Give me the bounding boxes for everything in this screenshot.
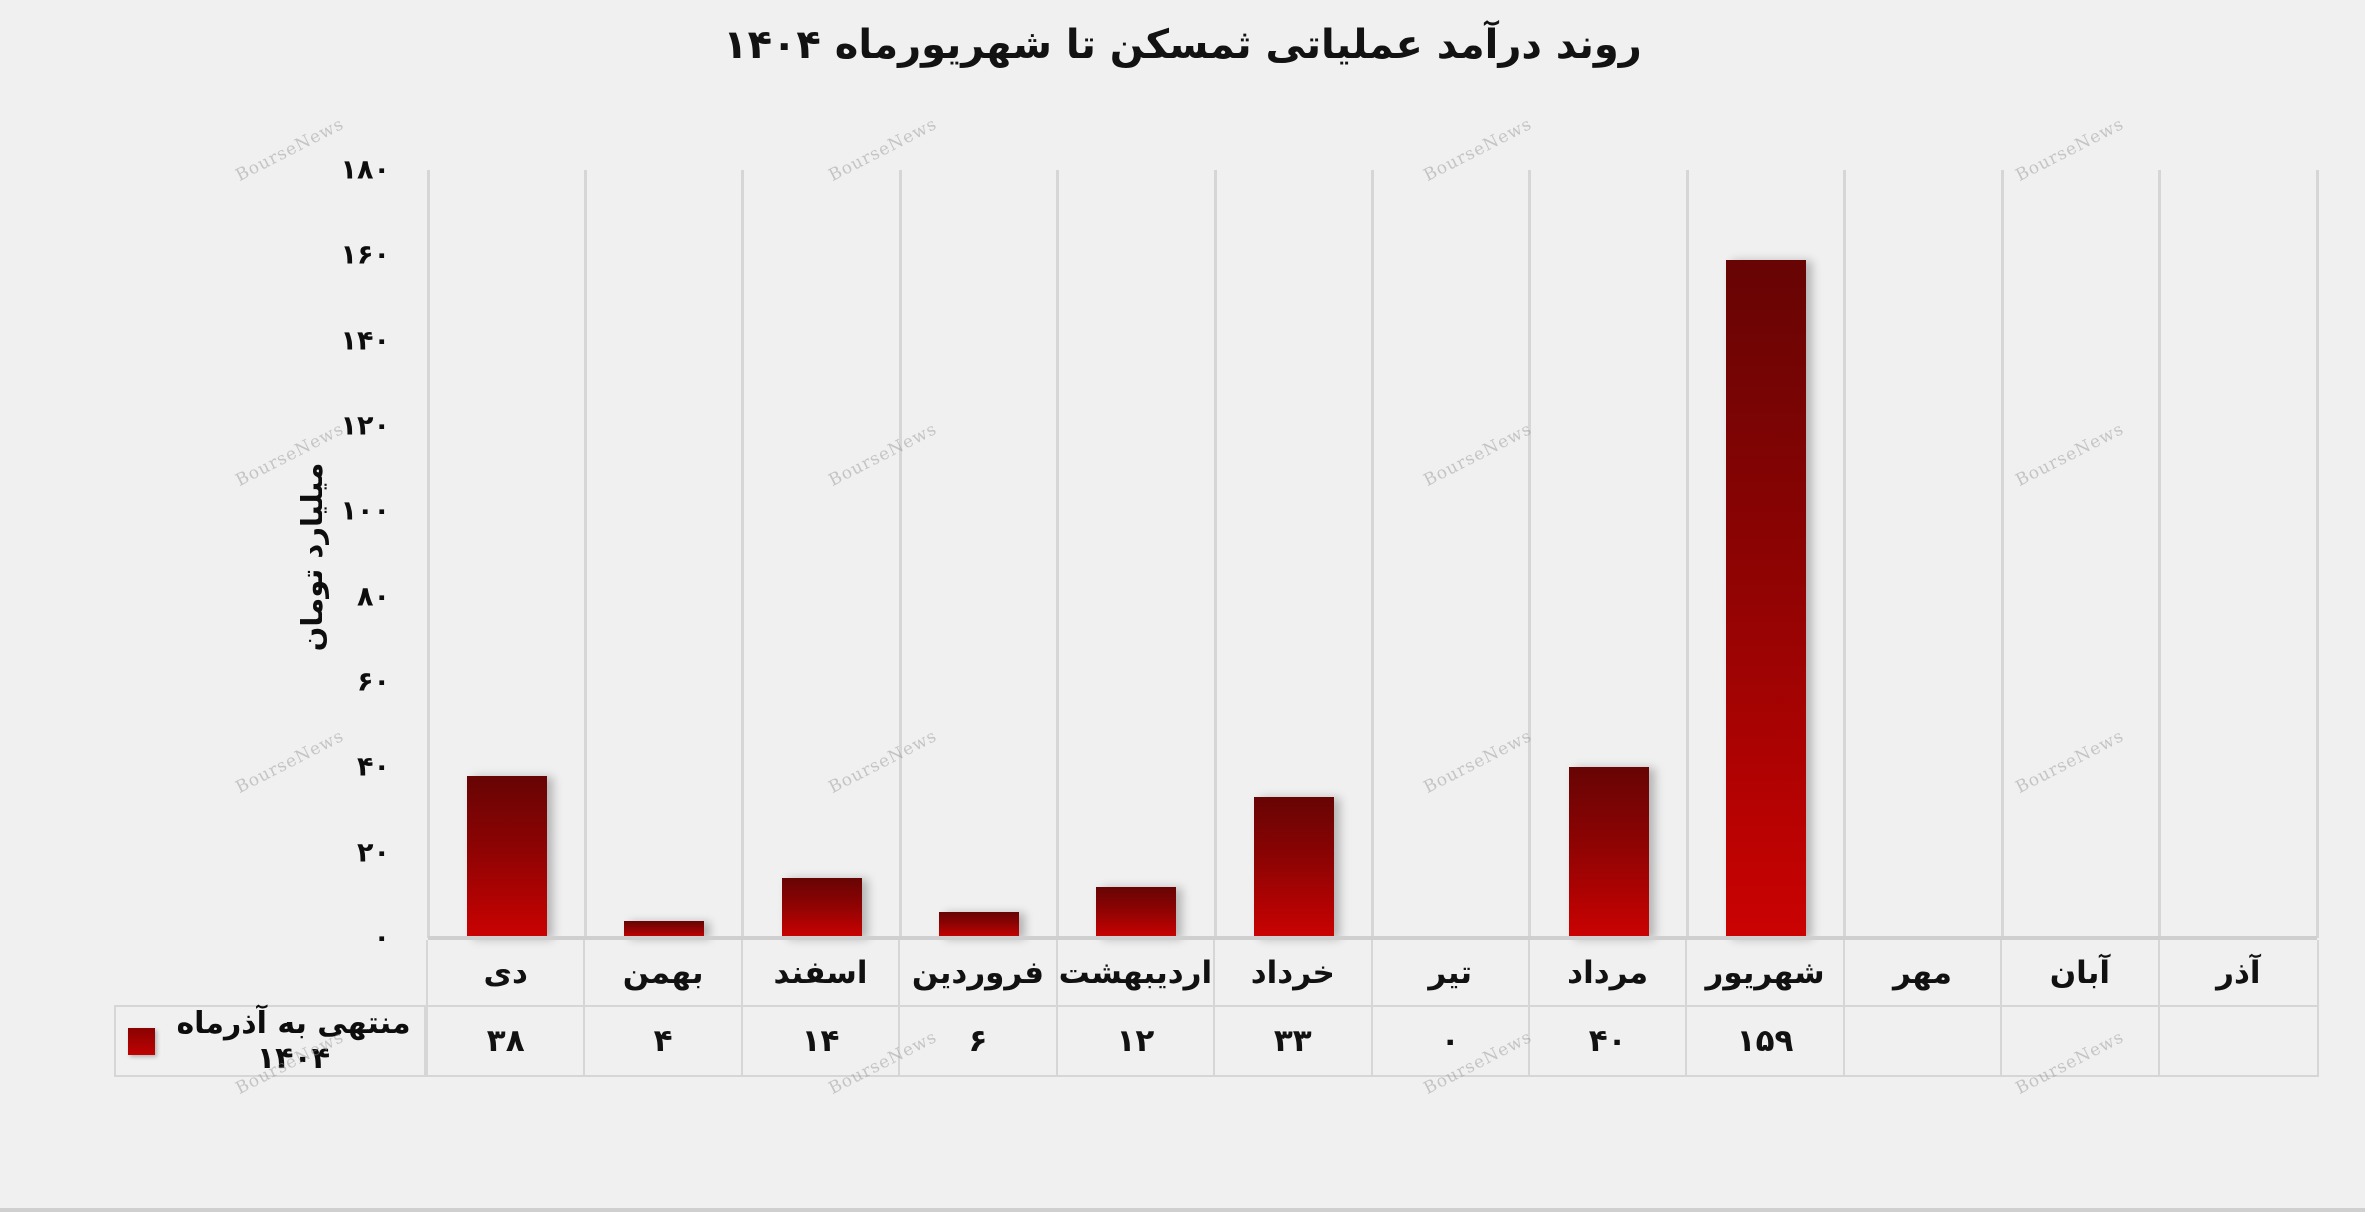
month-cell: خرداد [1215,940,1373,1005]
bar-8 [1726,259,1807,938]
gridline [583,170,587,938]
value-cell [2160,1007,2317,1075]
bar-0 [466,775,547,938]
y-tick-label: ۴۰ [357,751,390,783]
month-cell: مهر [1845,940,2003,1005]
gridline [741,170,745,938]
month-cell: فروردین [900,940,1058,1005]
month-cell: دی [428,940,586,1005]
chart-title: روند درآمد عملیاتی ثمسکن تا شهریورماه ۱۴… [723,22,1642,68]
watermark-text: BourseNews [825,114,941,186]
value-cell: ۳۳ [1215,1007,1373,1075]
watermark-text: BourseNews [1420,419,1536,491]
month-cell: اردیبهشت [1058,940,1216,1005]
value-cell [2002,1007,2160,1075]
y-tick-label: ۱۲۰ [340,410,390,442]
bar-2 [781,878,862,938]
watermark-text: BourseNews [825,419,941,491]
gridline [2158,170,2162,938]
watermark-text: BourseNews [1420,114,1536,186]
y-axis-title: میلیارد تومان [295,462,329,652]
gridline [1685,170,1689,938]
gridline [1528,170,1532,938]
month-cell: تیر [1373,940,1530,1005]
watermark-text: BourseNews [2012,419,2128,491]
gridline [898,170,902,938]
value-row: ۳۸ ۴ ۱۴ ۶ ۱۲ ۳۳ ۰ ۴۰ ۱۵۹ [426,1005,2319,1077]
value-cell: ۱۵۹ [1687,1007,1845,1075]
y-tick-label: ۱۴۰ [340,325,390,357]
y-tick-label: ۶۰ [357,666,390,698]
value-cell: ۰ [1373,1007,1530,1075]
gridline [1056,170,1060,938]
value-cell [1845,1007,2003,1075]
bar-1 [624,920,705,938]
month-cell: شهریور [1687,940,1845,1005]
y-tick-label: ۱۰۰ [340,495,390,527]
legend-swatch-icon [128,1027,155,1055]
watermark-text: BourseNews [2012,726,2128,798]
bar-3 [938,912,1019,938]
month-cell: آبان [2002,940,2160,1005]
y-tick-label: ۰ [373,922,390,954]
y-tick-label: ۲۰ [357,837,390,869]
y-tick-label: ۱۸۰ [340,154,390,186]
gridline [1213,170,1217,938]
bar-4 [1096,886,1177,938]
gridline [1843,170,1847,938]
gridline [426,170,430,938]
legend-label: منتهی به آذرماه ۱۴۰۴ [176,1006,411,1076]
value-cell: ۱۴ [743,1007,901,1075]
window-bottom-edge [0,1208,2365,1212]
y-tick-label: ۱۶۰ [340,239,390,271]
month-cell: آذر [2216,954,2261,991]
value-cell: ۴۰ [1530,1007,1688,1075]
gridline [2000,170,2004,938]
watermark-text: BourseNews [825,726,941,798]
gridline [2315,170,2319,938]
value-cell: ۱۲ [1058,1007,1216,1075]
value-cell: ۳۸ [428,1007,586,1075]
month-cell: بهمن [585,940,743,1005]
value-cell: ۴ [585,1007,743,1075]
x-axis-baseline [428,936,2317,940]
month-cell: اسفند [743,940,901,1005]
y-tick-label: ۸۰ [357,581,390,613]
bar-5 [1253,797,1334,938]
legend: منتهی به آذرماه ۱۴۰۴ [114,1005,426,1077]
gridline [1371,170,1374,938]
bar-7 [1568,767,1649,938]
watermark-text: BourseNews [1420,726,1536,798]
watermark-text: BourseNews [2012,114,2128,186]
value-cell: ۶ [900,1007,1058,1075]
month-cell: مرداد [1530,940,1688,1005]
month-header-row: دی بهمن اسفند فروردین اردیبهشت خرداد تیر مرداد ش… [426,940,2319,1005]
